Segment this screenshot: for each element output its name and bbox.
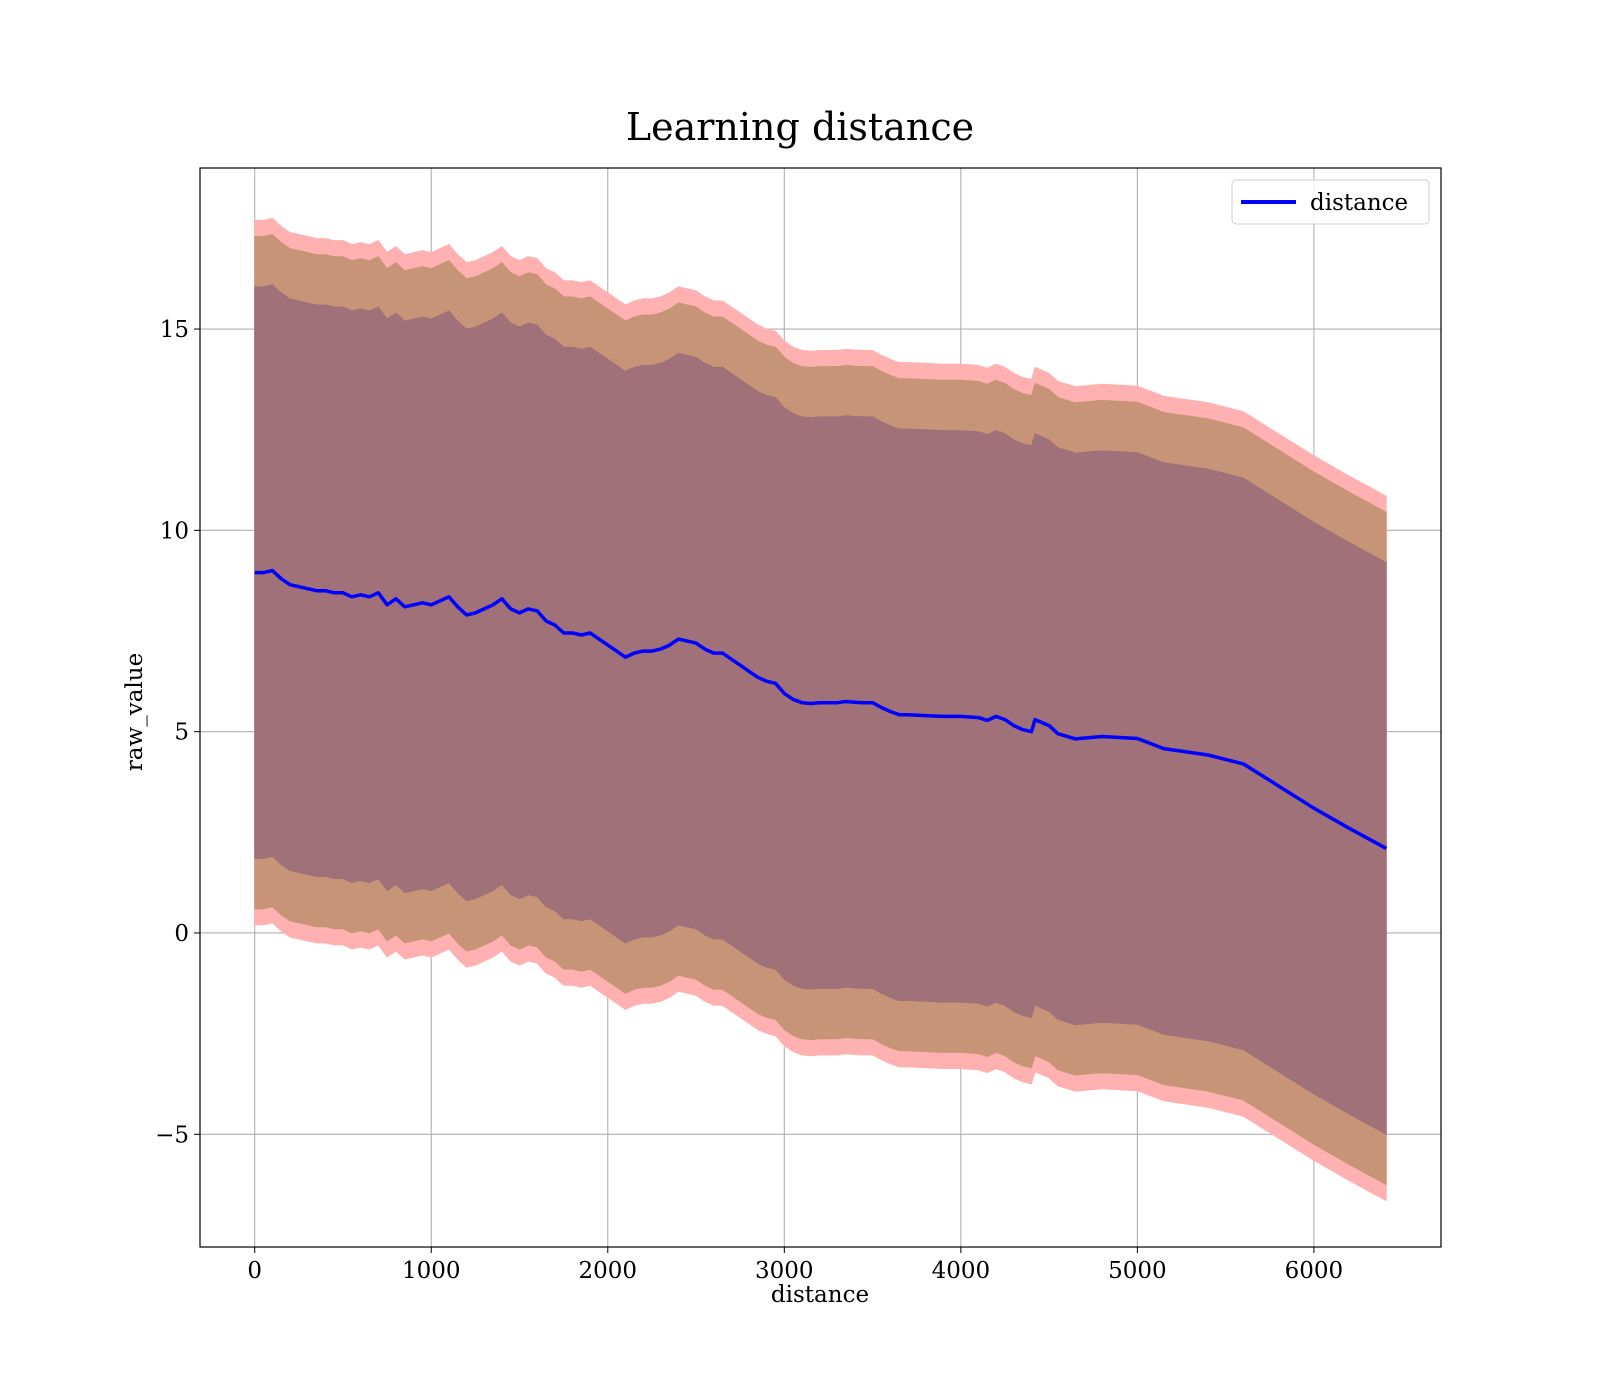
plot-area-frame <box>199 167 1442 1248</box>
series-lines <box>254 568 1388 850</box>
confidence-bands <box>254 217 1387 1202</box>
y-axis-label: raw_value <box>122 653 148 771</box>
x-axis-label: distance <box>771 1282 869 1308</box>
x-tick-label: 1000 <box>402 1258 461 1284</box>
x-tick-label: 3000 <box>755 1258 814 1284</box>
series-line-distance <box>254 568 1388 850</box>
legend: distance <box>1231 179 1430 225</box>
x-tick-label: 4000 <box>932 1258 991 1284</box>
chart-title: Learning distance <box>626 105 974 149</box>
x-tick-label: 2000 <box>579 1258 638 1284</box>
x-tick-label: 6000 <box>1285 1258 1344 1284</box>
y-tick-label: −5 <box>155 1122 189 1148</box>
y-tick-label: 0 <box>174 921 189 947</box>
legend-box <box>1231 179 1430 225</box>
legend-label-distance: distance <box>1310 190 1408 216</box>
x-tick-label: 5000 <box>1108 1258 1167 1284</box>
y-axis-ticks: −5 0 5 10 15 <box>155 317 200 1148</box>
y-tick-label: 10 <box>160 518 189 544</box>
y-tick-label: 15 <box>160 317 189 343</box>
x-axis-ticks: 0 1000 2000 3000 4000 5000 6000 <box>247 1247 1343 1284</box>
band-inner <box>254 284 1387 1135</box>
y-tick-label: 5 <box>174 720 189 746</box>
x-tick-label: 0 <box>247 1258 262 1284</box>
